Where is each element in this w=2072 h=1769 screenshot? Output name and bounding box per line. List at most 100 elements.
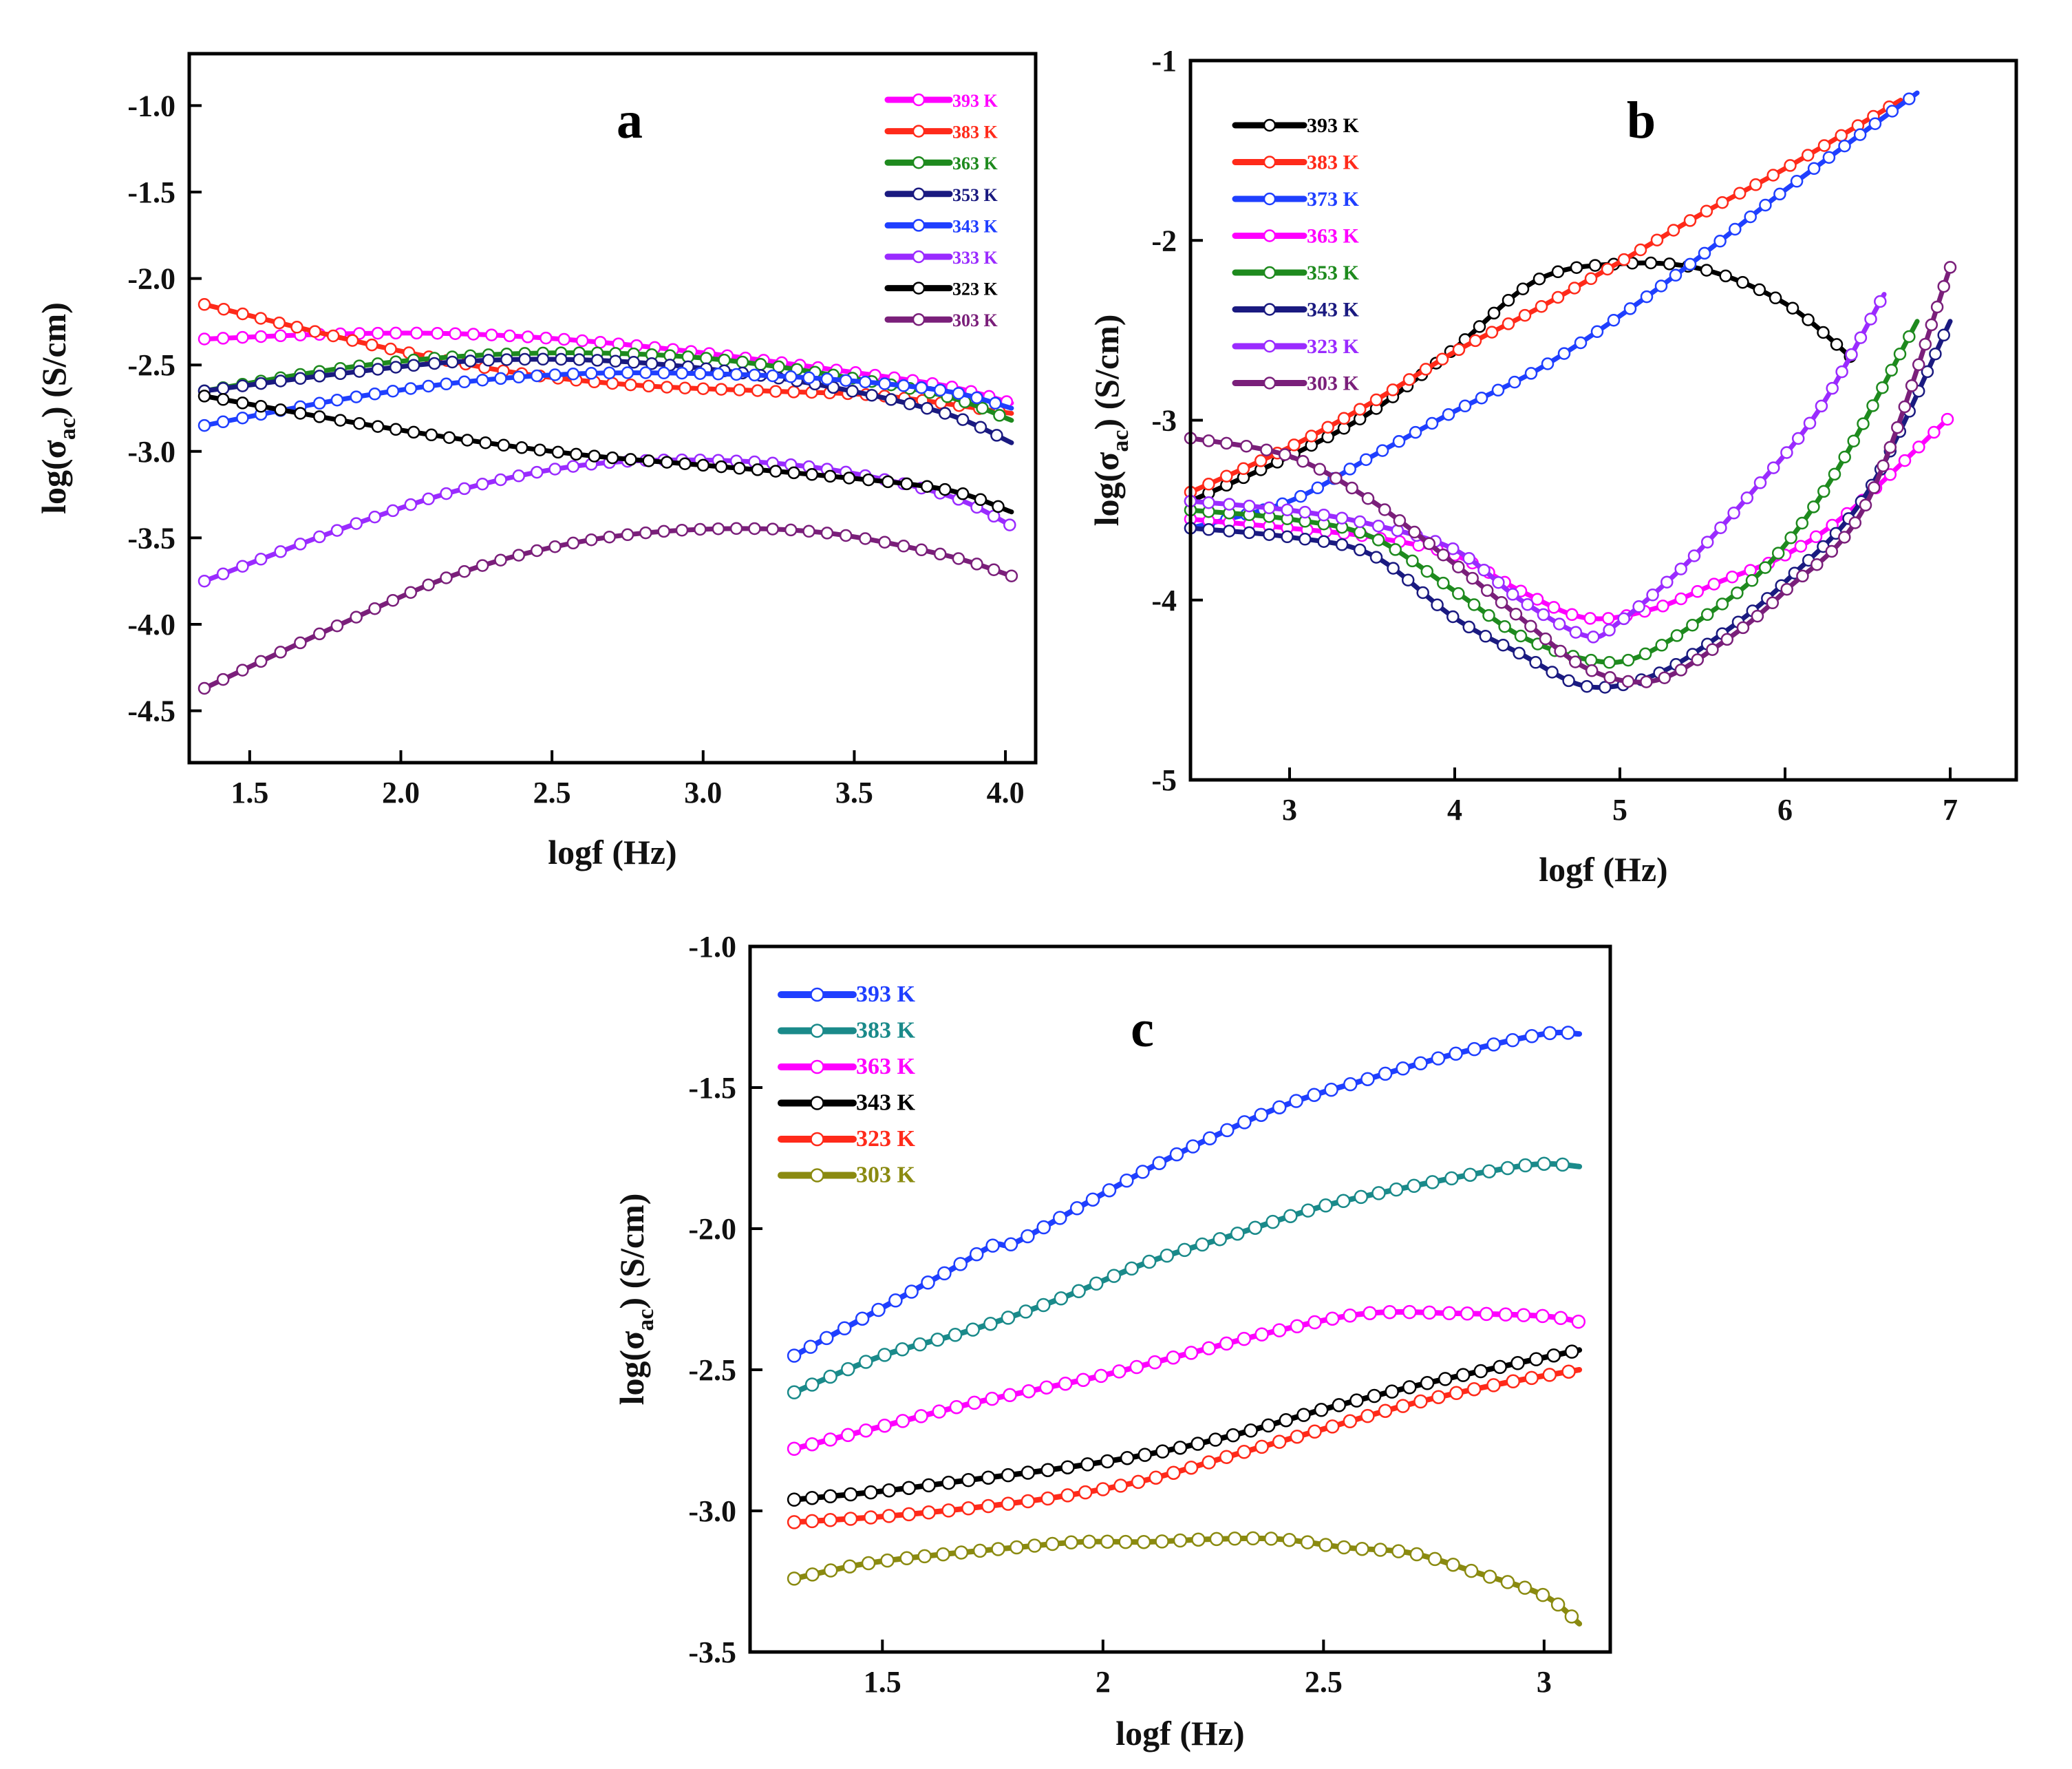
data-point — [458, 375, 471, 389]
series-323-k — [787, 1364, 1583, 1529]
panel-letter: a — [617, 92, 643, 149]
data-point — [660, 381, 674, 394]
data-point — [1885, 363, 1898, 377]
data-point — [533, 443, 546, 456]
data-point — [1422, 1305, 1437, 1320]
series-343-k — [1184, 319, 1953, 694]
data-point — [449, 327, 462, 340]
data-point — [1290, 1319, 1305, 1334]
data-point — [884, 393, 898, 406]
legend-marker — [912, 313, 926, 326]
data-point — [948, 1328, 963, 1342]
data-point — [861, 1556, 876, 1571]
x-tick-label: 3 — [1537, 1665, 1552, 1699]
data-point — [1568, 282, 1581, 295]
data-point — [1166, 1350, 1181, 1365]
data-point — [1389, 1182, 1404, 1197]
y-tick-label: -4.0 — [127, 608, 175, 642]
data-point — [1868, 117, 1882, 130]
data-point — [804, 1514, 820, 1529]
data-point — [1254, 1327, 1269, 1342]
data-point — [1487, 306, 1501, 320]
data-point — [1551, 265, 1565, 279]
data-point — [216, 567, 230, 580]
data-point — [606, 377, 619, 390]
data-point — [1691, 585, 1705, 598]
data-point — [1838, 139, 1851, 153]
data-point — [1060, 1488, 1075, 1503]
data-point — [440, 487, 453, 500]
data-point — [1452, 343, 1466, 357]
data-point — [566, 460, 580, 473]
data-point — [1112, 1364, 1126, 1379]
data-point — [1835, 365, 1848, 379]
data-point — [512, 370, 526, 384]
data-point — [1518, 1158, 1532, 1173]
data-point — [1535, 299, 1548, 313]
data-point — [1883, 441, 1897, 454]
data-point — [712, 368, 725, 381]
data-point — [802, 525, 815, 538]
data-point — [1407, 1178, 1422, 1194]
data-point — [1281, 503, 1294, 516]
data-point — [274, 374, 287, 388]
data-point — [877, 1348, 892, 1362]
data-point — [1607, 313, 1621, 327]
data-point — [1720, 633, 1734, 646]
data-point — [1547, 601, 1561, 614]
x-tick-label: 3 — [1282, 793, 1297, 827]
data-point — [1550, 1597, 1566, 1612]
data-point — [440, 571, 453, 584]
data-point — [1001, 1496, 1016, 1511]
data-point — [352, 416, 366, 430]
data-point — [1866, 399, 1879, 412]
data-point — [639, 526, 652, 540]
data-point — [1184, 1346, 1199, 1360]
data-point — [1027, 1538, 1042, 1553]
data-point — [404, 498, 418, 511]
data-point — [1096, 1482, 1111, 1496]
data-point — [1345, 481, 1358, 495]
data-point — [1462, 551, 1475, 565]
data-point — [787, 1571, 802, 1586]
data-point — [990, 429, 1003, 442]
data-point — [313, 370, 326, 383]
data-point — [843, 1512, 858, 1526]
data-point — [660, 456, 674, 469]
x-tick-label: 1.5 — [864, 1665, 901, 1699]
legend-marker — [810, 1024, 824, 1038]
data-point — [1716, 597, 1729, 611]
data-point — [983, 1316, 998, 1331]
data-point — [1335, 511, 1349, 525]
series-line — [202, 526, 1014, 691]
data-point — [1621, 675, 1635, 688]
data-point — [1482, 608, 1495, 622]
data-point — [823, 1513, 837, 1527]
data-point — [386, 593, 400, 607]
data-point — [784, 523, 798, 537]
data-point — [1929, 347, 1942, 361]
data-point — [1857, 417, 1870, 430]
data-point — [334, 414, 347, 427]
data-point — [1811, 558, 1824, 571]
data-point — [989, 396, 1002, 410]
series-373-k — [1184, 90, 1920, 535]
data-point — [900, 477, 913, 491]
data-point — [1444, 1171, 1459, 1186]
data-point — [621, 528, 634, 542]
data-point — [1623, 302, 1637, 315]
data-point — [1529, 1352, 1544, 1366]
data-point — [330, 619, 344, 633]
y-tick-label: -1.5 — [688, 1071, 736, 1105]
data-point — [254, 400, 268, 413]
data-point — [1219, 1336, 1234, 1351]
data-point — [802, 371, 815, 385]
data-point — [1307, 1315, 1322, 1330]
y-tick-label: -3.0 — [127, 435, 175, 469]
data-point — [864, 1510, 878, 1525]
data-point — [1771, 547, 1785, 560]
data-point — [197, 574, 211, 588]
data-point — [1321, 421, 1334, 434]
data-point — [371, 363, 385, 376]
data-point — [1045, 1536, 1060, 1551]
